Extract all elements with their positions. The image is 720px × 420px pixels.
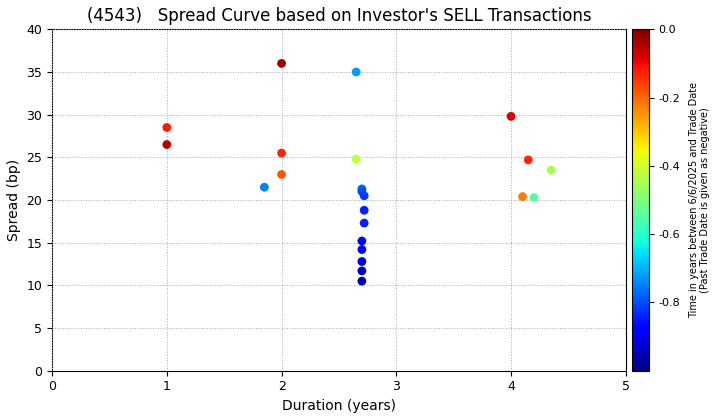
Point bbox=[276, 171, 287, 178]
Title: (4543)   Spread Curve based on Investor's SELL Transactions: (4543) Spread Curve based on Investor's … bbox=[86, 7, 591, 25]
Point bbox=[523, 157, 534, 163]
Point bbox=[276, 60, 287, 67]
Point bbox=[276, 150, 287, 156]
Point bbox=[356, 186, 368, 192]
Y-axis label: Time in years between 6/6/2025 and Trade Date
(Past Trade Date is given as negat: Time in years between 6/6/2025 and Trade… bbox=[689, 82, 711, 318]
X-axis label: Duration (years): Duration (years) bbox=[282, 399, 396, 413]
Point bbox=[258, 184, 270, 191]
Point bbox=[528, 194, 540, 201]
Point bbox=[356, 268, 368, 274]
Point bbox=[351, 156, 362, 163]
Point bbox=[517, 193, 528, 200]
Point bbox=[359, 220, 370, 226]
Point bbox=[356, 238, 368, 244]
Point bbox=[359, 192, 370, 199]
Point bbox=[505, 113, 517, 120]
Point bbox=[356, 258, 368, 265]
Point bbox=[161, 124, 173, 131]
Point bbox=[359, 207, 370, 214]
Point bbox=[546, 167, 557, 173]
Point bbox=[161, 141, 173, 148]
Y-axis label: Spread (bp): Spread (bp) bbox=[7, 159, 21, 241]
Point bbox=[351, 68, 362, 75]
Point bbox=[356, 188, 368, 195]
Point bbox=[356, 278, 368, 284]
Point bbox=[356, 246, 368, 253]
